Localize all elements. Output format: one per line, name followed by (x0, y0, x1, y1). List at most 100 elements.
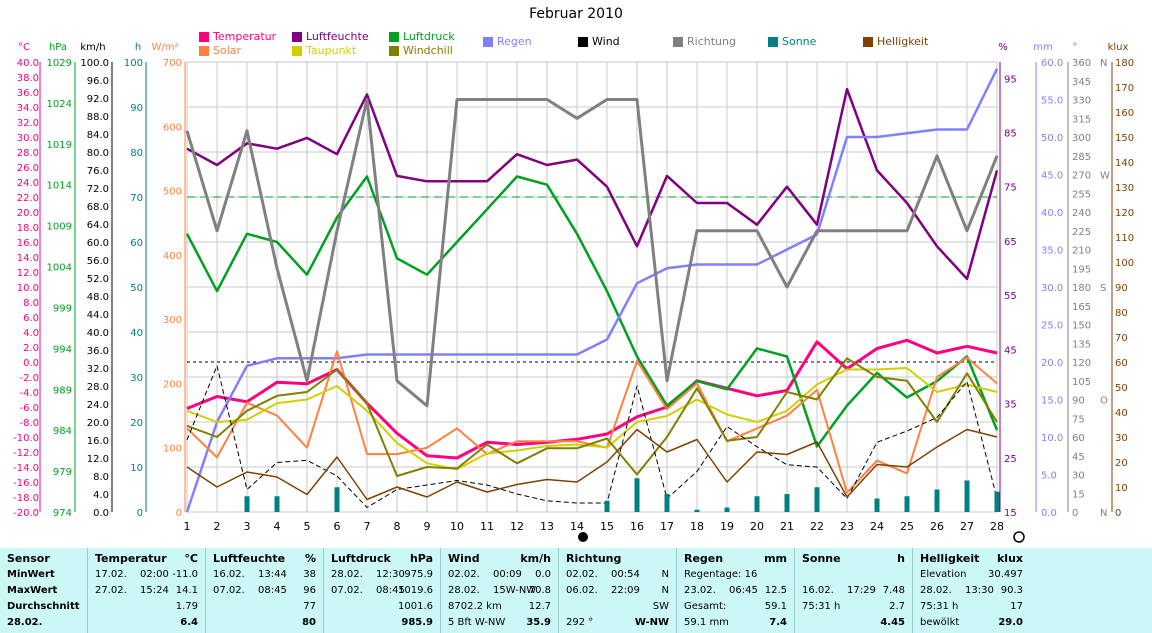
stats-value: 4.45 (880, 617, 905, 628)
temp-axis-tick: 26.0 (17, 163, 39, 174)
temp-axis-tick: -20.0 (13, 508, 39, 519)
legend-label: Regen (497, 35, 532, 48)
stats-column-sensor: Sensor MinWert MaxWert Durchschnitt 28.02. (0, 548, 87, 633)
kmh-axis-tick: 40.0 (87, 328, 109, 339)
wind-line (186, 365, 998, 508)
stats-header: Temperatur (95, 552, 167, 565)
klux-axis-tick: 40 (1115, 408, 1128, 419)
deg-axis-tick: 165 (1072, 302, 1091, 313)
pct-axis-tick: 65 (1004, 237, 1017, 248)
full-moon-icon (1013, 531, 1025, 543)
deg-axis-tick: 240 (1072, 208, 1091, 219)
temp-axis-tick: 16.0 (17, 238, 39, 249)
h-axis-tick: 30 (130, 373, 143, 384)
stats-cell: 28.02. (448, 585, 480, 596)
sonne-bar (334, 487, 340, 512)
deg-axis-tick: 135 (1072, 339, 1091, 350)
h-axis-unit: h (135, 42, 141, 53)
sonne-bar (274, 496, 280, 512)
pct-axis-tick: 95 (1004, 74, 1017, 85)
stats-column-press: Luftdruck hPa 28.02. 12:30 975.9 07.02. 08:45 1… (323, 548, 441, 633)
wm2-axis-tick: 400 (163, 251, 182, 262)
deg-axis-tick: 270 (1072, 171, 1091, 182)
stats-header: Luftdruck (331, 552, 391, 565)
deg-axis-tick: 210 (1072, 246, 1091, 257)
x-tick-label: 15 (600, 520, 614, 533)
wm2-axis-tick: 300 (163, 315, 182, 326)
hpa-axis-tick: 1019 (47, 140, 72, 151)
windchill-line (186, 357, 998, 477)
luftdruck-line (185, 175, 999, 448)
temp-axis-tick: 32.0 (17, 118, 39, 129)
stats-cell: 16.02. (802, 585, 834, 596)
h-axis-tick: 50 (130, 283, 143, 294)
temp-axis-tick: 40.0 (17, 58, 39, 69)
kmh-axis-tick: 84.0 (87, 130, 109, 141)
h-axis-tick: 40 (130, 328, 143, 339)
stats-cell: 28.02. (331, 569, 363, 580)
stats-cell: 02.02. (566, 569, 598, 580)
h-axis-tick: 0 (137, 508, 143, 519)
kmh-axis-tick: 96.0 (87, 76, 109, 87)
deg-axis-tick: 45 (1072, 452, 1085, 463)
x-tick-label: 24 (870, 520, 884, 533)
stats-row-label: MaxWert (7, 585, 58, 596)
legend-label: Helligkeit (877, 35, 929, 48)
pct-axis-tick: 85 (1004, 128, 1017, 139)
legend-label: Temperatur (213, 30, 277, 43)
temp-axis-tick: 14.0 (17, 253, 39, 264)
temp-axis-tick: -16.0 (13, 478, 39, 489)
x-tick-label: 22 (810, 520, 824, 533)
stats-value: 1.79 (175, 601, 198, 612)
deg-axis-tick: 90 (1072, 396, 1085, 407)
stats-unit: km/h (520, 552, 551, 565)
stats-unit: h (897, 552, 905, 565)
deg-axis-tick: 105 (1072, 377, 1091, 388)
stats-column-lux: Helligkeit klux Elevation 30.497 28.02. 13:30… (912, 548, 1031, 633)
sonne-bar (994, 491, 1000, 512)
temperatur-line (186, 338, 998, 460)
kmh-axis-tick: 56.0 (87, 256, 109, 267)
hpa-axis-tick: 974 (53, 508, 72, 519)
x-tick-label: 19 (720, 520, 734, 533)
klux-axis-unit: klux (1108, 42, 1129, 53)
temp-axis-tick: 6.0 (23, 313, 39, 324)
stats-value: 1019.6 (398, 585, 433, 596)
hpa-axis-tick: 1029 (47, 58, 72, 69)
kmh-axis-tick: 36.0 (87, 346, 109, 357)
stats-value: SW (652, 601, 669, 612)
x-tick-label: 13 (540, 520, 554, 533)
stats-cell: 06.02. (566, 585, 598, 596)
mm-axis-unit: mm (1033, 42, 1052, 53)
x-tick-label: 4 (274, 520, 281, 533)
legend-item-sonne: Sonne (768, 35, 816, 48)
stats-value: 17 (1010, 601, 1023, 612)
kmh-axis-tick: 100.0 (80, 58, 109, 69)
temp-axis-unit: °C (18, 42, 30, 53)
temp-axis-tick: 12.0 (17, 268, 39, 279)
stats-cell: 13:44 (258, 569, 287, 580)
x-tick-label: 2 (214, 520, 221, 533)
stats-cell: 15W-NW (493, 585, 537, 596)
sonne-bar (724, 507, 730, 512)
kmh-axis-tick: 24.0 (87, 400, 109, 411)
temp-axis-tick: -18.0 (13, 493, 39, 504)
deg-axis-tick: 60 (1072, 433, 1085, 444)
klux-axis-tick: 50 (1115, 383, 1128, 394)
pct-axis-tick: 15 (1004, 508, 1017, 519)
legend-swatch (389, 31, 399, 42)
legend-label: Sonne (782, 35, 817, 48)
kmh-axis-tick: 44.0 (87, 310, 109, 321)
deg-axis-tick: 300 (1072, 133, 1091, 144)
temp-axis-tick: -6.0 (19, 403, 39, 414)
stats-value: N (661, 569, 669, 580)
stats-header: Helligkeit (920, 552, 980, 565)
stats-value: 70.8 (528, 585, 551, 596)
pct-axis-tick: 35 (1004, 400, 1017, 411)
wm2-axis-tick: 0 (176, 508, 182, 519)
temp-axis-tick: 2.0 (23, 343, 39, 354)
stats-cell: 02.02. (448, 569, 480, 580)
temp-axis-tick: 18.0 (17, 223, 39, 234)
temp-axis-tick: -14.0 (13, 463, 39, 474)
sonne-bar (934, 489, 940, 512)
